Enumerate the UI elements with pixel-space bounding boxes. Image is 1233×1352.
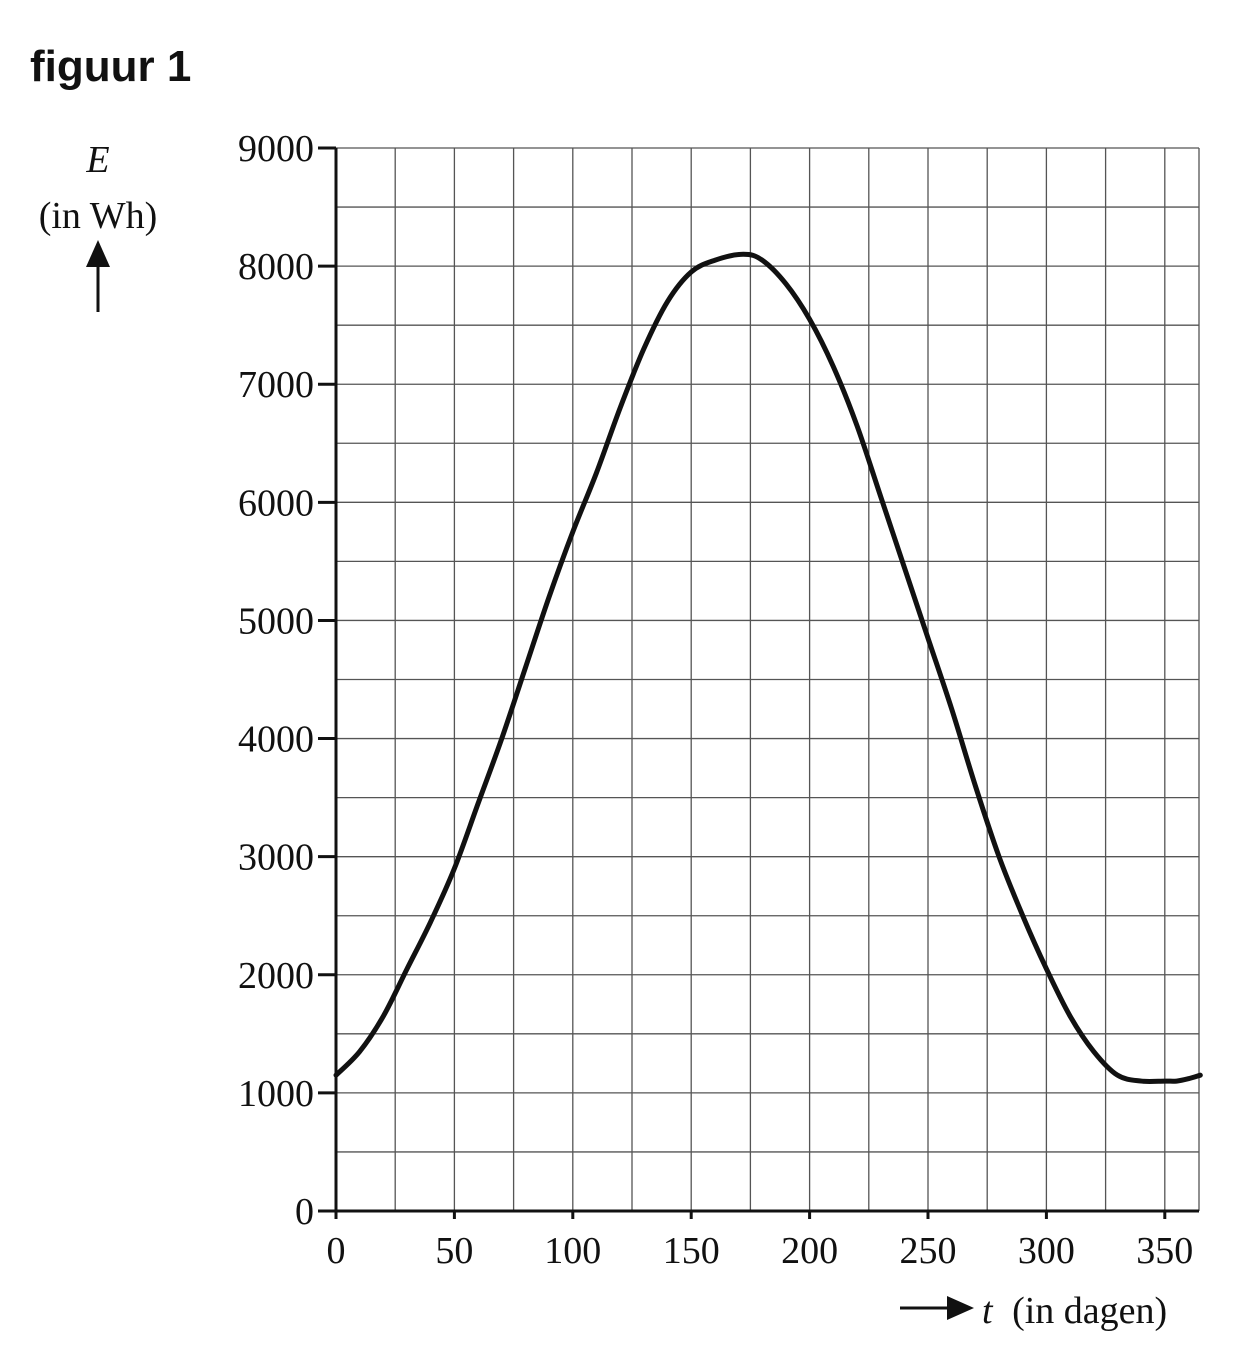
y-axis-unit: (in Wh) — [39, 195, 158, 237]
x-tick-label: 150 — [663, 1230, 720, 1272]
y-tick-label: 4000 — [238, 719, 314, 761]
y-tick-label: 3000 — [238, 837, 314, 879]
y-axis-symbol: E — [85, 139, 109, 181]
series-line — [333, 251, 1203, 1085]
x-tick-label: 100 — [544, 1230, 601, 1272]
x-tick-label: 350 — [1136, 1230, 1193, 1272]
y-tick-label: 9000 — [238, 128, 314, 170]
x-tick-label: 0 — [327, 1230, 346, 1272]
x-tick-label: 300 — [1018, 1230, 1075, 1272]
y-tick-label: 1000 — [238, 1073, 314, 1115]
y-tick-label: 0 — [295, 1191, 314, 1233]
figure-title: figuur 1 — [30, 42, 192, 91]
x-axis-unit: (in dagen) — [1012, 1290, 1167, 1332]
x-tick-label: 200 — [781, 1230, 838, 1272]
x-axis-label: t (in dagen) — [982, 1290, 1167, 1332]
series — [333, 251, 1203, 1085]
tick-labels: 0 1000 2000 3000 4000 5000 6000 7000 8000 9000 0 50… — [238, 128, 1193, 1272]
y-tick-label: 7000 — [238, 364, 314, 406]
y-tick-label: 6000 — [238, 482, 314, 524]
x-tick-label: 50 — [435, 1230, 473, 1272]
x-axis-symbol: t — [982, 1290, 994, 1332]
y-tick-label: 5000 — [238, 600, 314, 642]
grid — [336, 147, 1200, 1211]
x-tick-label: 250 — [900, 1230, 957, 1272]
axes — [318, 146, 1199, 1219]
y-tick-label: 8000 — [238, 246, 314, 288]
y-tick-label: 2000 — [238, 955, 314, 997]
